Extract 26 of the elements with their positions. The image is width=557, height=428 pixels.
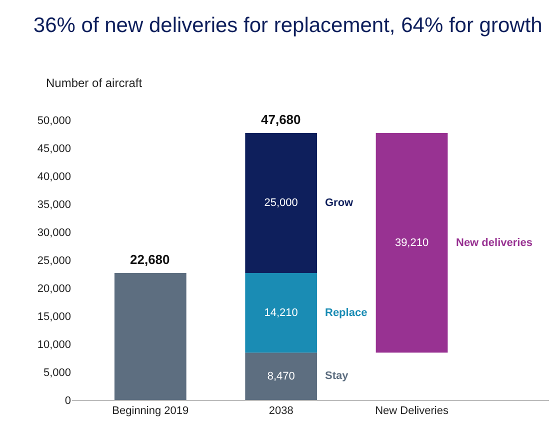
total-label: 47,680 (261, 112, 301, 127)
y-tick-label: 30,000 (37, 226, 71, 239)
y-tick-label: 5,000 (43, 366, 71, 379)
data-label: 25,000 (264, 196, 298, 209)
data-label: 8,470 (267, 370, 295, 382)
x-tick-label: Beginning 2019 (112, 405, 189, 418)
series-label: Replace (325, 307, 368, 319)
series-label: New deliveries (456, 237, 532, 249)
y-tick-label: 50,000 (37, 114, 71, 127)
x-tick-label: 2038 (268, 405, 294, 418)
y-tick-label: 10,000 (37, 338, 71, 351)
y-tick-label: 40,000 (37, 170, 71, 183)
x-tick-label: New Deliveries (375, 405, 449, 418)
total-label: 22,680 (130, 252, 170, 267)
y-tick-label: 25,000 (37, 254, 71, 267)
data-label: 39,210 (394, 236, 429, 249)
y-axis-title: Number of aircraft (46, 76, 143, 90)
y-tick-label: 0 (64, 394, 71, 407)
y-tick-label: 45,000 (37, 142, 71, 155)
data-label: 14,210 (264, 306, 298, 319)
y-tick-label: 35,000 (37, 198, 71, 211)
y-tick-label: 20,000 (37, 282, 71, 295)
series-label: Stay (325, 370, 350, 382)
chart-title: 36% of new deliveries for replacement, 64% for growth (33, 14, 542, 37)
series-label: Grow (325, 197, 354, 209)
y-tick-label: 15,000 (37, 310, 71, 323)
